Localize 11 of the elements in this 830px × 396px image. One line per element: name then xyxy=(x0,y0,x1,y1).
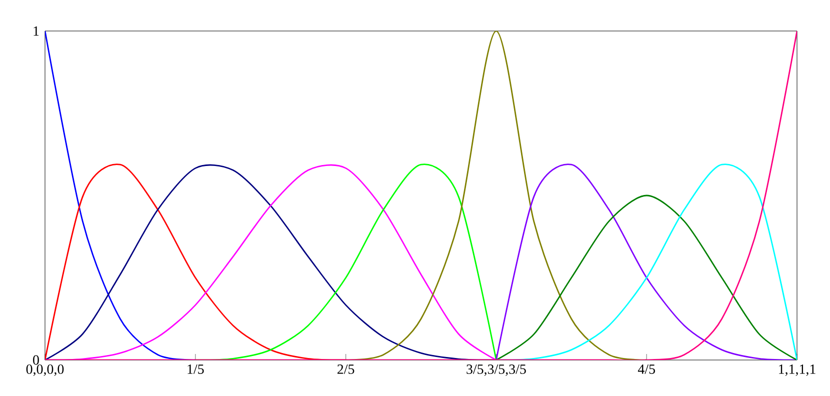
y-tick-label: 0 xyxy=(33,355,39,365)
x-tick-label: 2/5 xyxy=(338,364,354,374)
line-series xyxy=(496,194,798,360)
x-tick-label: 1/5 xyxy=(188,364,204,374)
line-series xyxy=(496,164,798,360)
x-tick-label: 3/5,3/5,3/5 xyxy=(466,364,526,376)
x-tick-label: 0,0,0,0 xyxy=(26,364,64,376)
y-tick-label: 1 xyxy=(34,26,39,36)
x-tick-label: 4/5 xyxy=(638,364,655,374)
line-series xyxy=(45,30,798,360)
x-tick-label: 1,1,1,1 xyxy=(779,364,816,376)
